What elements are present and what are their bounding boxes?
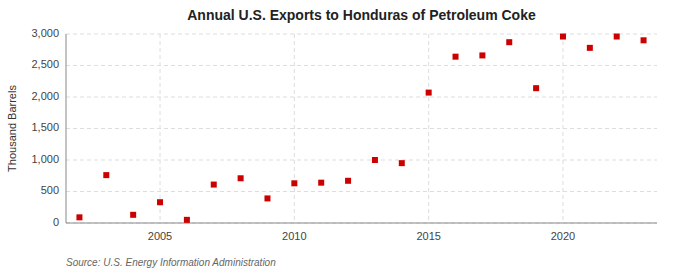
point <box>184 217 190 223</box>
point <box>533 85 539 91</box>
x-grid-line <box>428 34 429 223</box>
point <box>238 175 244 181</box>
point <box>318 180 324 186</box>
x-grid-line <box>160 34 161 223</box>
y-tick-label: 500 <box>41 184 59 196</box>
y-grid-line <box>66 128 657 129</box>
point <box>453 54 459 60</box>
point <box>103 172 109 178</box>
x-tick-label: 2010 <box>282 230 306 242</box>
y-tick-label: 2,000 <box>31 90 59 102</box>
y-tick-label: 1,000 <box>31 153 59 165</box>
point <box>157 199 163 205</box>
y-tick-label: 2,500 <box>31 58 59 70</box>
point <box>372 157 378 163</box>
x-grid-line <box>562 34 563 223</box>
y-grid-line <box>66 97 657 98</box>
point <box>76 214 82 220</box>
x-tick-label: 2020 <box>551 230 575 242</box>
y-tick-label: 3,000 <box>31 27 59 39</box>
y-tick-label: 0 <box>53 216 59 228</box>
y-grid-line <box>66 223 657 224</box>
x-axis-line <box>66 223 657 224</box>
source-note: Source: U.S. Energy Information Administ… <box>66 257 276 268</box>
point <box>345 178 351 184</box>
grid <box>66 34 657 223</box>
title: Annual U.S. Exports to Honduras of Petro… <box>187 7 536 23</box>
y-grid-line <box>66 160 657 161</box>
y-grid-line <box>66 191 657 192</box>
chart-container: 0 500 1,000 1,500 2,000 2,500 3,000 2005 2010 201… <box>0 0 675 275</box>
y-grid-line <box>66 34 657 35</box>
point <box>506 39 512 45</box>
x-tick-label: 2005 <box>148 230 172 242</box>
plot-area <box>66 34 657 223</box>
point <box>399 160 405 166</box>
point <box>426 90 432 96</box>
point <box>479 52 485 58</box>
chart: 0 500 1,000 1,500 2,000 2,500 3,000 2005 2010 201… <box>0 0 675 275</box>
y-grid-line <box>66 65 657 66</box>
point <box>211 182 217 188</box>
y-tick-label: 1,500 <box>31 121 59 133</box>
point <box>587 45 593 51</box>
axes: 0 500 1,000 1,500 2,000 2,500 3,000 2005 2010 201… <box>31 27 657 242</box>
point <box>130 212 136 218</box>
x-tick-label: 2015 <box>416 230 440 242</box>
y-axis-line <box>66 34 67 223</box>
points <box>76 34 646 223</box>
point <box>560 34 566 40</box>
point <box>614 34 620 40</box>
x-grid-line <box>294 34 295 223</box>
point <box>641 37 647 43</box>
y-axis-label: Thousand Barrels <box>6 85 18 172</box>
point <box>291 180 297 186</box>
point <box>264 195 270 201</box>
